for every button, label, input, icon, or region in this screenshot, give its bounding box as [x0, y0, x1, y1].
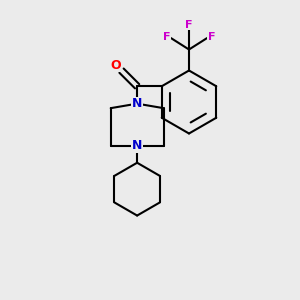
Text: F: F	[185, 20, 193, 30]
Text: F: F	[208, 32, 215, 42]
Text: O: O	[110, 59, 121, 72]
Text: F: F	[163, 32, 170, 42]
Text: N: N	[132, 139, 142, 152]
Text: N: N	[132, 97, 142, 110]
